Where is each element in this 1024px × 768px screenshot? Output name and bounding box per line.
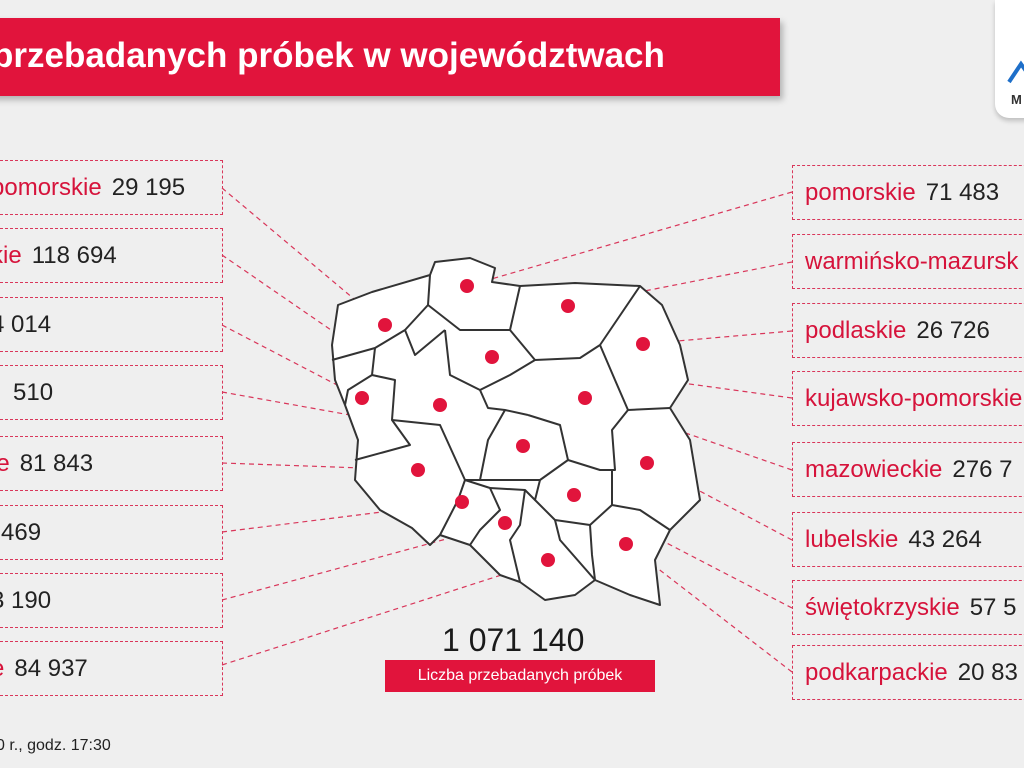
region-value: 43 264 [908,525,982,553]
region-value: 3 190 [0,586,52,614]
region-value: 276 7 [952,455,1013,483]
logo-card: M [995,0,1024,118]
region-name: ie [0,450,10,478]
region-value: 469 [1,518,42,546]
region-box-right-2: warmińsko-mazursk [792,234,1024,289]
region-box-right-7: świętokrzyskie 57 5 [792,580,1024,635]
region-dots [355,279,654,567]
region-box-left-3: 4 014 [0,297,223,352]
region-value: 57 5 [969,593,1017,621]
region-name: podlaskie [805,316,907,344]
ministry-logo-icon [1007,60,1024,84]
footer-timestamp: 0 r., godz. 17:30 [0,737,111,754]
region-name: warmińsko-mazursk [805,247,1019,275]
region-box-left-1: pomorskie 29 195 [0,160,223,215]
region-box-left-2: kie 118 694 [0,228,223,283]
region-name: pomorskie [805,178,916,206]
region-box-left-6: 469 [0,505,223,560]
region-name: pomorskie [0,173,102,201]
poland-map [331,257,701,606]
region-box-left-5: ie 81 843 [0,436,223,491]
dot-warminsko-mazurskie [561,299,575,313]
region-value: 81 843 [19,449,94,477]
region-value: 4 014 [0,310,52,338]
dot-lubelskie [640,456,654,470]
dot-opolskie [455,495,469,509]
dot-zachodniopomorskie [378,318,392,332]
region-box-left-4: 510 [0,365,223,420]
region-name: podkarpackie [805,658,948,686]
dot-pomorskie [460,279,474,293]
total-samples-label: Liczba przebadanych próbek [385,660,655,692]
region-name: mazowieckie [805,455,943,483]
region-box-right-3: podlaskie 26 726 [792,303,1024,358]
region-value: 29 195 [111,173,186,201]
total-samples-value: 1 071 140 [442,622,585,658]
region-box-right-1: pomorskie 71 483 [792,165,1024,220]
dot-malopolskie [541,553,555,567]
dot-dolnoslaskie [411,463,425,477]
dot-slaskie [498,516,512,530]
dot-podlaskie [636,337,650,351]
region-box-right-5: mazowieckie 276 7 [792,442,1024,497]
dot-lubuskie [355,391,369,405]
region-value: 26 726 [916,316,990,344]
logo-text: M [1011,92,1022,107]
dot-swietokrzyskie [567,488,581,502]
region-value: 118 694 [31,241,117,269]
dot-kujawsko-pomorskie [485,350,499,364]
dot-mazowieckie [578,391,592,405]
dot-wielkopolskie [433,398,447,412]
region-name: kie [0,241,22,269]
region-name: lubelskie [805,525,899,553]
title-banner [0,18,780,96]
region-box-left-8: e 84 937 [0,641,223,696]
region-box-right-8: podkarpackie 20 83 [792,645,1024,700]
dot-podkarpackie [619,537,633,551]
region-name: kujawsko-pomorskie [805,384,1023,412]
page-title: przebadanych próbek w województwach [0,36,665,75]
region-value: 84 937 [14,654,88,682]
region-value: 71 483 [925,178,1000,206]
region-value: 20 83 [957,658,1018,686]
region-name: e [0,655,4,683]
region-box-right-6: lubelskie 43 264 [792,512,1024,567]
dot-lodzkie [516,439,530,453]
region-box-left-7: 3 190 [0,573,223,628]
region-box-right-4: kujawsko-pomorskie [792,371,1024,426]
region-name: świętokrzyskie [805,593,960,621]
region-value: 510 [13,378,54,406]
